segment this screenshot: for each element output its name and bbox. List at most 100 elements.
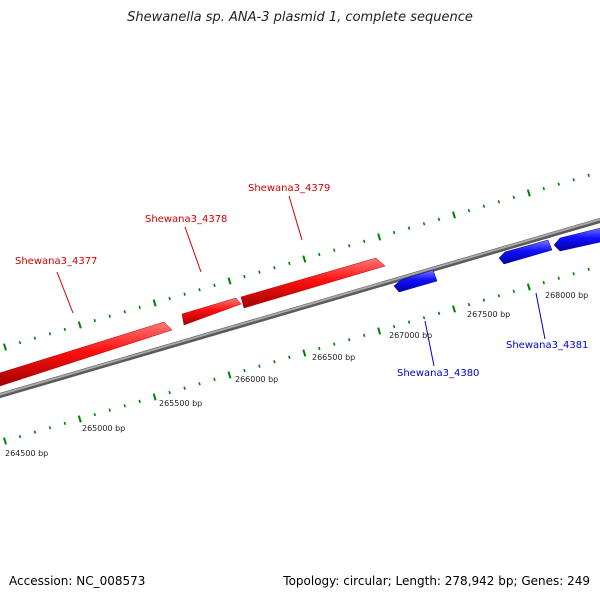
ruler-tick xyxy=(407,226,411,230)
ruler-tick xyxy=(348,244,351,248)
ruler-tick xyxy=(243,368,246,373)
ruler-tick xyxy=(587,173,590,178)
reverse-gene-arrow[interactable] xyxy=(553,227,600,252)
ruler-tick xyxy=(18,434,22,439)
forward-gene-arrow[interactable] xyxy=(181,297,242,326)
ruler-tick xyxy=(168,296,171,301)
ruler-tick xyxy=(18,340,22,345)
gene-label-shewana3-4378[interactable]: Shewana3_4378 xyxy=(145,214,227,225)
forward-tick-ruler xyxy=(3,173,590,351)
ruler-tick xyxy=(198,382,201,386)
ruler-tick xyxy=(452,305,456,313)
forward-gene-arrow[interactable] xyxy=(0,321,173,387)
ruler-tick xyxy=(557,182,560,186)
sequence-backbone-highlight xyxy=(0,218,600,396)
ruler-tick xyxy=(482,204,486,208)
gene-leader-line xyxy=(184,226,202,273)
ruler-tick xyxy=(348,338,351,342)
ruler-tick xyxy=(273,360,276,364)
map-title: Shewanella sp. ANA-3 plasmid 1, complete… xyxy=(127,10,473,25)
reverse-tick-ruler xyxy=(3,267,590,445)
ruler-tick xyxy=(48,332,52,336)
ruler-tick xyxy=(572,178,575,182)
ruler-tick xyxy=(168,390,171,395)
ruler-tick xyxy=(526,283,531,291)
ruler-tick xyxy=(198,288,201,292)
accession-label: Accession: NC_008573 xyxy=(9,574,146,588)
ruler-tick xyxy=(138,399,141,404)
ruler-tick xyxy=(407,320,411,324)
ruler-tick xyxy=(183,292,186,296)
ruler-tick xyxy=(108,314,111,318)
bp-position-label: 266500 bp xyxy=(312,353,355,362)
gene-leader-line xyxy=(288,195,303,241)
bp-position-label: 265500 bp xyxy=(159,399,202,408)
ruler-tick xyxy=(123,310,126,314)
ruler-tick xyxy=(213,377,216,382)
ruler-tick xyxy=(3,343,7,351)
forward-gene-arrow[interactable] xyxy=(240,257,386,309)
ruler-tick xyxy=(363,239,366,244)
ruler-tick xyxy=(33,336,37,340)
ruler-tick xyxy=(227,371,232,379)
ruler-tick xyxy=(63,421,67,426)
ruler-tick xyxy=(437,311,441,316)
reverse-gene-arrow[interactable] xyxy=(393,269,438,293)
ruler-tick xyxy=(587,267,590,272)
ruler-tick xyxy=(377,327,382,335)
ruler-tick xyxy=(302,349,307,357)
ruler-tick xyxy=(318,252,321,257)
gene-label-shewana3-4377[interactable]: Shewana3_4377 xyxy=(15,256,97,267)
gene-label-shewana3-4381[interactable]: Shewana3_4381 xyxy=(506,340,588,351)
ruler-tick xyxy=(33,430,37,434)
ruler-tick xyxy=(138,305,141,310)
reverse-gene-arrow[interactable] xyxy=(498,239,553,265)
ruler-tick xyxy=(152,393,157,401)
ruler-tick xyxy=(227,277,232,285)
gene-label-shewana3-4380[interactable]: Shewana3_4380 xyxy=(397,368,479,379)
ruler-tick xyxy=(318,346,321,351)
ruler-tick xyxy=(526,189,531,197)
ruler-tick xyxy=(452,211,456,219)
bp-position-label: 267500 bp xyxy=(467,310,510,319)
ruler-tick xyxy=(63,327,67,332)
gene-label-shewana3-4379[interactable]: Shewana3_4379 xyxy=(248,183,330,194)
ruler-tick xyxy=(422,222,426,226)
ruler-tick xyxy=(108,408,111,412)
ruler-tick xyxy=(77,415,82,423)
ruler-tick xyxy=(542,280,545,285)
ruler-tick xyxy=(467,208,471,213)
ruler-tick xyxy=(333,342,336,346)
ruler-tick xyxy=(497,294,501,298)
topology-summary: Topology: circular; Length: 278,942 bp; … xyxy=(283,574,590,588)
ruler-tick xyxy=(512,195,516,200)
bp-position-label: 268000 bp xyxy=(545,291,588,300)
ruler-tick xyxy=(152,299,157,307)
bp-position-label: 266000 bp xyxy=(235,375,278,384)
ruler-tick xyxy=(48,426,52,430)
ruler-tick xyxy=(482,298,486,302)
bp-position-label: 264500 bp xyxy=(5,449,48,458)
ruler-tick xyxy=(377,233,382,241)
ruler-tick xyxy=(213,283,216,288)
ruler-tick xyxy=(77,321,82,329)
ruler-tick xyxy=(273,266,276,270)
ruler-tick xyxy=(258,270,261,274)
ruler-tick xyxy=(467,302,471,307)
ruler-tick xyxy=(243,274,246,279)
ruler-tick xyxy=(392,324,396,329)
ruler-tick xyxy=(258,364,261,368)
bp-position-label: 265000 bp xyxy=(82,424,125,433)
ruler-tick xyxy=(572,272,575,276)
ruler-tick xyxy=(123,404,126,408)
gene-leader-line xyxy=(56,271,74,314)
ruler-tick xyxy=(422,316,426,320)
ruler-tick xyxy=(557,276,560,280)
ruler-tick xyxy=(542,186,545,191)
ruler-tick xyxy=(288,355,291,360)
gene-leader-line xyxy=(535,292,546,340)
ruler-tick xyxy=(497,200,501,204)
ruler-tick xyxy=(183,386,186,390)
ruler-tick xyxy=(363,333,366,338)
